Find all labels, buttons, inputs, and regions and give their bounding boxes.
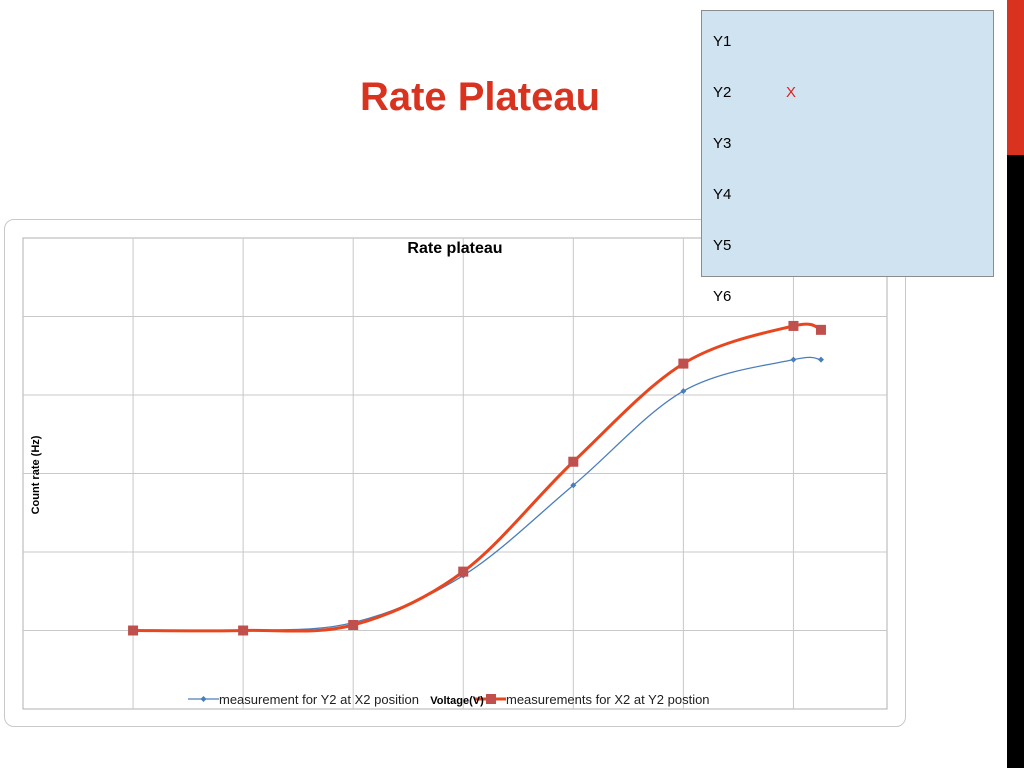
position-label-y5: Y5 — [713, 237, 732, 254]
legend-marker-2 — [486, 694, 496, 704]
data-point-series-2 — [128, 625, 139, 636]
slide-title: Rate Plateau — [359, 75, 601, 119]
x-axis-label: Voltage(V) — [430, 695, 484, 707]
position-label-y4: Y4 — [713, 186, 732, 203]
accent-bar-black — [1007, 155, 1024, 768]
data-point-series-1 — [570, 482, 577, 489]
data-point-series-2 — [568, 456, 579, 467]
data-point-series-1 — [790, 356, 797, 363]
series-line-2 — [133, 322, 822, 633]
chart-legend: measurement for Y2 at X2 position measure… — [188, 692, 710, 707]
positions-panel — [701, 10, 994, 277]
accent-bar-red — [1007, 0, 1024, 155]
position-label-y2: Y2 — [713, 84, 732, 101]
chart-title: Rate plateau — [407, 240, 502, 257]
legend-label-2: measurements for X2 at Y2 postion — [506, 692, 710, 707]
data-point-series-2 — [348, 620, 359, 631]
data-point-series-2 — [815, 324, 826, 335]
rate-plateau-chart: Rate plateau Count rate (Hz) measurement… — [22, 237, 888, 710]
y-axis-label: Count rate (Hz) — [30, 435, 42, 514]
series-line-1 — [133, 356, 822, 632]
chart-grid — [22, 237, 888, 710]
data-point-series-1 — [817, 356, 824, 363]
position-label-y6: Y6 — [713, 288, 732, 305]
chart-series — [128, 320, 826, 636]
data-point-series-2 — [788, 320, 799, 331]
legend-label-1: measurement for Y2 at X2 position — [219, 692, 419, 707]
data-point-series-1 — [680, 388, 687, 395]
data-point-series-2 — [238, 625, 249, 636]
position-mark-y2: X — [786, 84, 797, 101]
chart-frame: Rate plateau Count rate (Hz) measurement… — [4, 219, 906, 727]
position-label-y3: Y3 — [713, 135, 732, 152]
legend-marker-1 — [200, 696, 207, 702]
data-point-series-2 — [458, 566, 469, 577]
data-point-series-2 — [678, 358, 689, 369]
position-label-y1: Y1 — [713, 33, 732, 50]
